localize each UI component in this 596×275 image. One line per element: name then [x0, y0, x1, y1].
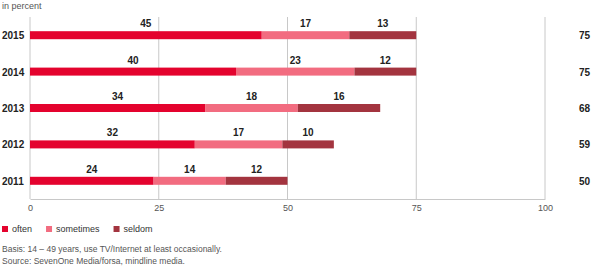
data-label: 32	[107, 127, 119, 138]
data-label: 16	[333, 91, 345, 102]
grid-line	[545, 17, 546, 199]
data-label: 23	[290, 55, 302, 66]
legend-swatch	[2, 226, 8, 232]
bar	[282, 140, 334, 148]
note: Source: SevenOne Media/forsa, mindline m…	[2, 256, 185, 266]
legend-swatch	[114, 226, 120, 232]
data-label: 10	[303, 127, 315, 138]
tick: 75	[412, 199, 422, 213]
data-label: 12	[380, 55, 392, 66]
tick-label: 50	[283, 203, 293, 213]
bar	[354, 68, 416, 76]
data-label: 12	[251, 164, 263, 175]
tick-label: 0	[28, 203, 33, 213]
tick: 0	[28, 199, 33, 213]
data-label: 14	[184, 164, 196, 175]
bar	[226, 177, 288, 185]
legend-swatch	[46, 226, 52, 232]
data-label: 17	[233, 127, 245, 138]
tick: 50	[283, 199, 293, 213]
notes: Basis: 14 – 49 years, use TV/Internet at…	[2, 244, 222, 266]
subtitle: in percent	[2, 1, 42, 11]
bar	[30, 68, 236, 76]
bar	[205, 104, 298, 112]
legend-label: often	[12, 224, 32, 234]
data-labels: 45 17 13 40 23 12 34 18 16 32 17 10 24 14 12	[86, 18, 391, 175]
grid	[30, 17, 545, 199]
legend-item: often	[2, 224, 32, 234]
category-label: 2012	[2, 139, 25, 150]
y-labels: 2015 2014 2013 2012 2011	[2, 30, 25, 187]
tick-label: 100	[538, 203, 553, 213]
total-label: 59	[579, 139, 591, 150]
tick: 25	[154, 199, 164, 213]
bar	[30, 104, 205, 112]
data-label: 17	[300, 18, 312, 29]
legend: often sometimes seldom	[2, 224, 153, 234]
chart: in percent 0 25 50 75 100 2015 2014 2013 2012 2011…	[0, 0, 596, 275]
grid-line	[416, 17, 417, 199]
total-label: 68	[579, 103, 591, 114]
bar	[349, 31, 416, 39]
x-axis: 0 25 50 75 100	[28, 199, 553, 213]
bar	[236, 68, 354, 76]
data-label: 13	[377, 18, 389, 29]
legend-item: sometimes	[46, 224, 100, 234]
data-label: 18	[246, 91, 258, 102]
bar	[195, 140, 283, 148]
legend-label: sometimes	[56, 224, 100, 234]
data-label: 45	[140, 18, 152, 29]
bar	[30, 140, 195, 148]
axis-line	[31, 199, 546, 200]
bar	[262, 31, 350, 39]
legend-label: seldom	[124, 224, 153, 234]
total-label: 75	[579, 30, 591, 41]
legend-item: seldom	[114, 224, 153, 234]
bar	[154, 177, 226, 185]
tick-label: 75	[412, 203, 422, 213]
category-label: 2014	[2, 67, 25, 78]
total-label: 50	[579, 176, 591, 187]
bar	[30, 177, 154, 185]
category-label: 2011	[2, 176, 24, 187]
category-label: 2013	[2, 103, 25, 114]
tick: 100	[538, 199, 553, 213]
bar	[298, 104, 380, 112]
data-label: 24	[86, 164, 98, 175]
data-label: 34	[112, 91, 124, 102]
note: Basis: 14 – 49 years, use TV/Internet at…	[2, 244, 222, 254]
category-label: 2015	[2, 30, 25, 41]
totals: 75 75 68 59 50	[579, 30, 591, 187]
tick-label: 25	[154, 203, 164, 213]
bars	[30, 31, 416, 185]
data-label: 40	[127, 55, 139, 66]
bar	[30, 31, 262, 39]
total-label: 75	[579, 67, 591, 78]
